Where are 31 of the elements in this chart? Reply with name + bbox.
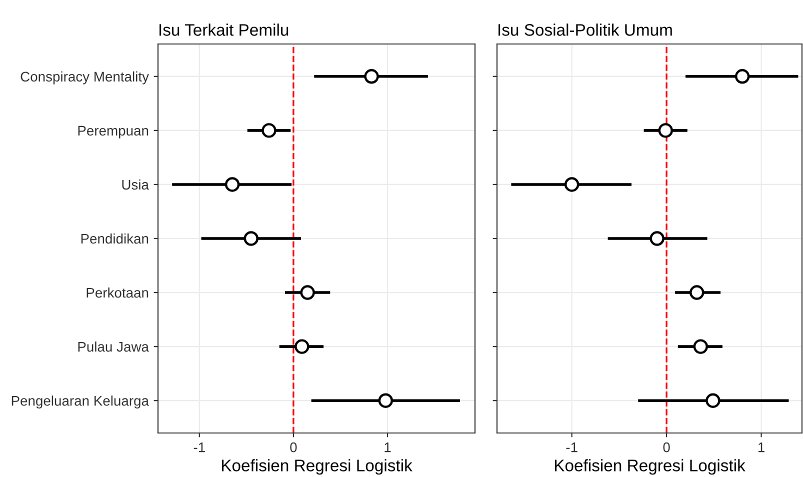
y-tick-label: Perkotaan <box>86 287 148 298</box>
point <box>650 231 664 246</box>
x-axis-title: Koefisien Regresi Logistik <box>554 459 746 475</box>
y-tick-label: Pulau Jawa <box>78 342 149 352</box>
point <box>734 69 750 84</box>
x-tick-label: -1 <box>194 442 205 452</box>
x-tick-label: 1 <box>384 442 391 452</box>
point <box>262 123 276 138</box>
chart-title: Isu Terkait Pemilu <box>160 24 288 36</box>
point <box>690 285 704 300</box>
point <box>300 285 315 300</box>
y-tick-label: Perempuan <box>78 126 148 138</box>
x-tick-label: 0 <box>663 442 670 452</box>
point <box>706 393 720 408</box>
point <box>658 123 673 138</box>
point <box>364 69 379 84</box>
point <box>224 177 240 192</box>
y-tick-label: Pengeluaran Keluarga <box>12 396 149 408</box>
x-tick-label: -1 <box>566 442 578 452</box>
x-axis-title: Koefisien Regresi Logistik <box>222 459 412 475</box>
chart-title: Isu Sosial-Politik Umum <box>498 24 672 36</box>
point <box>693 339 708 354</box>
y-tick-label: Usia <box>122 179 149 190</box>
point <box>244 231 258 246</box>
x-tick-label: 0 <box>290 442 297 452</box>
point <box>564 177 580 192</box>
x-tick-label: 1 <box>758 442 764 452</box>
y-tick-label: Pendidikan <box>81 233 148 244</box>
point <box>378 393 393 408</box>
y-tick-label: Conspiracy Mentality <box>20 71 149 84</box>
point <box>294 339 310 354</box>
